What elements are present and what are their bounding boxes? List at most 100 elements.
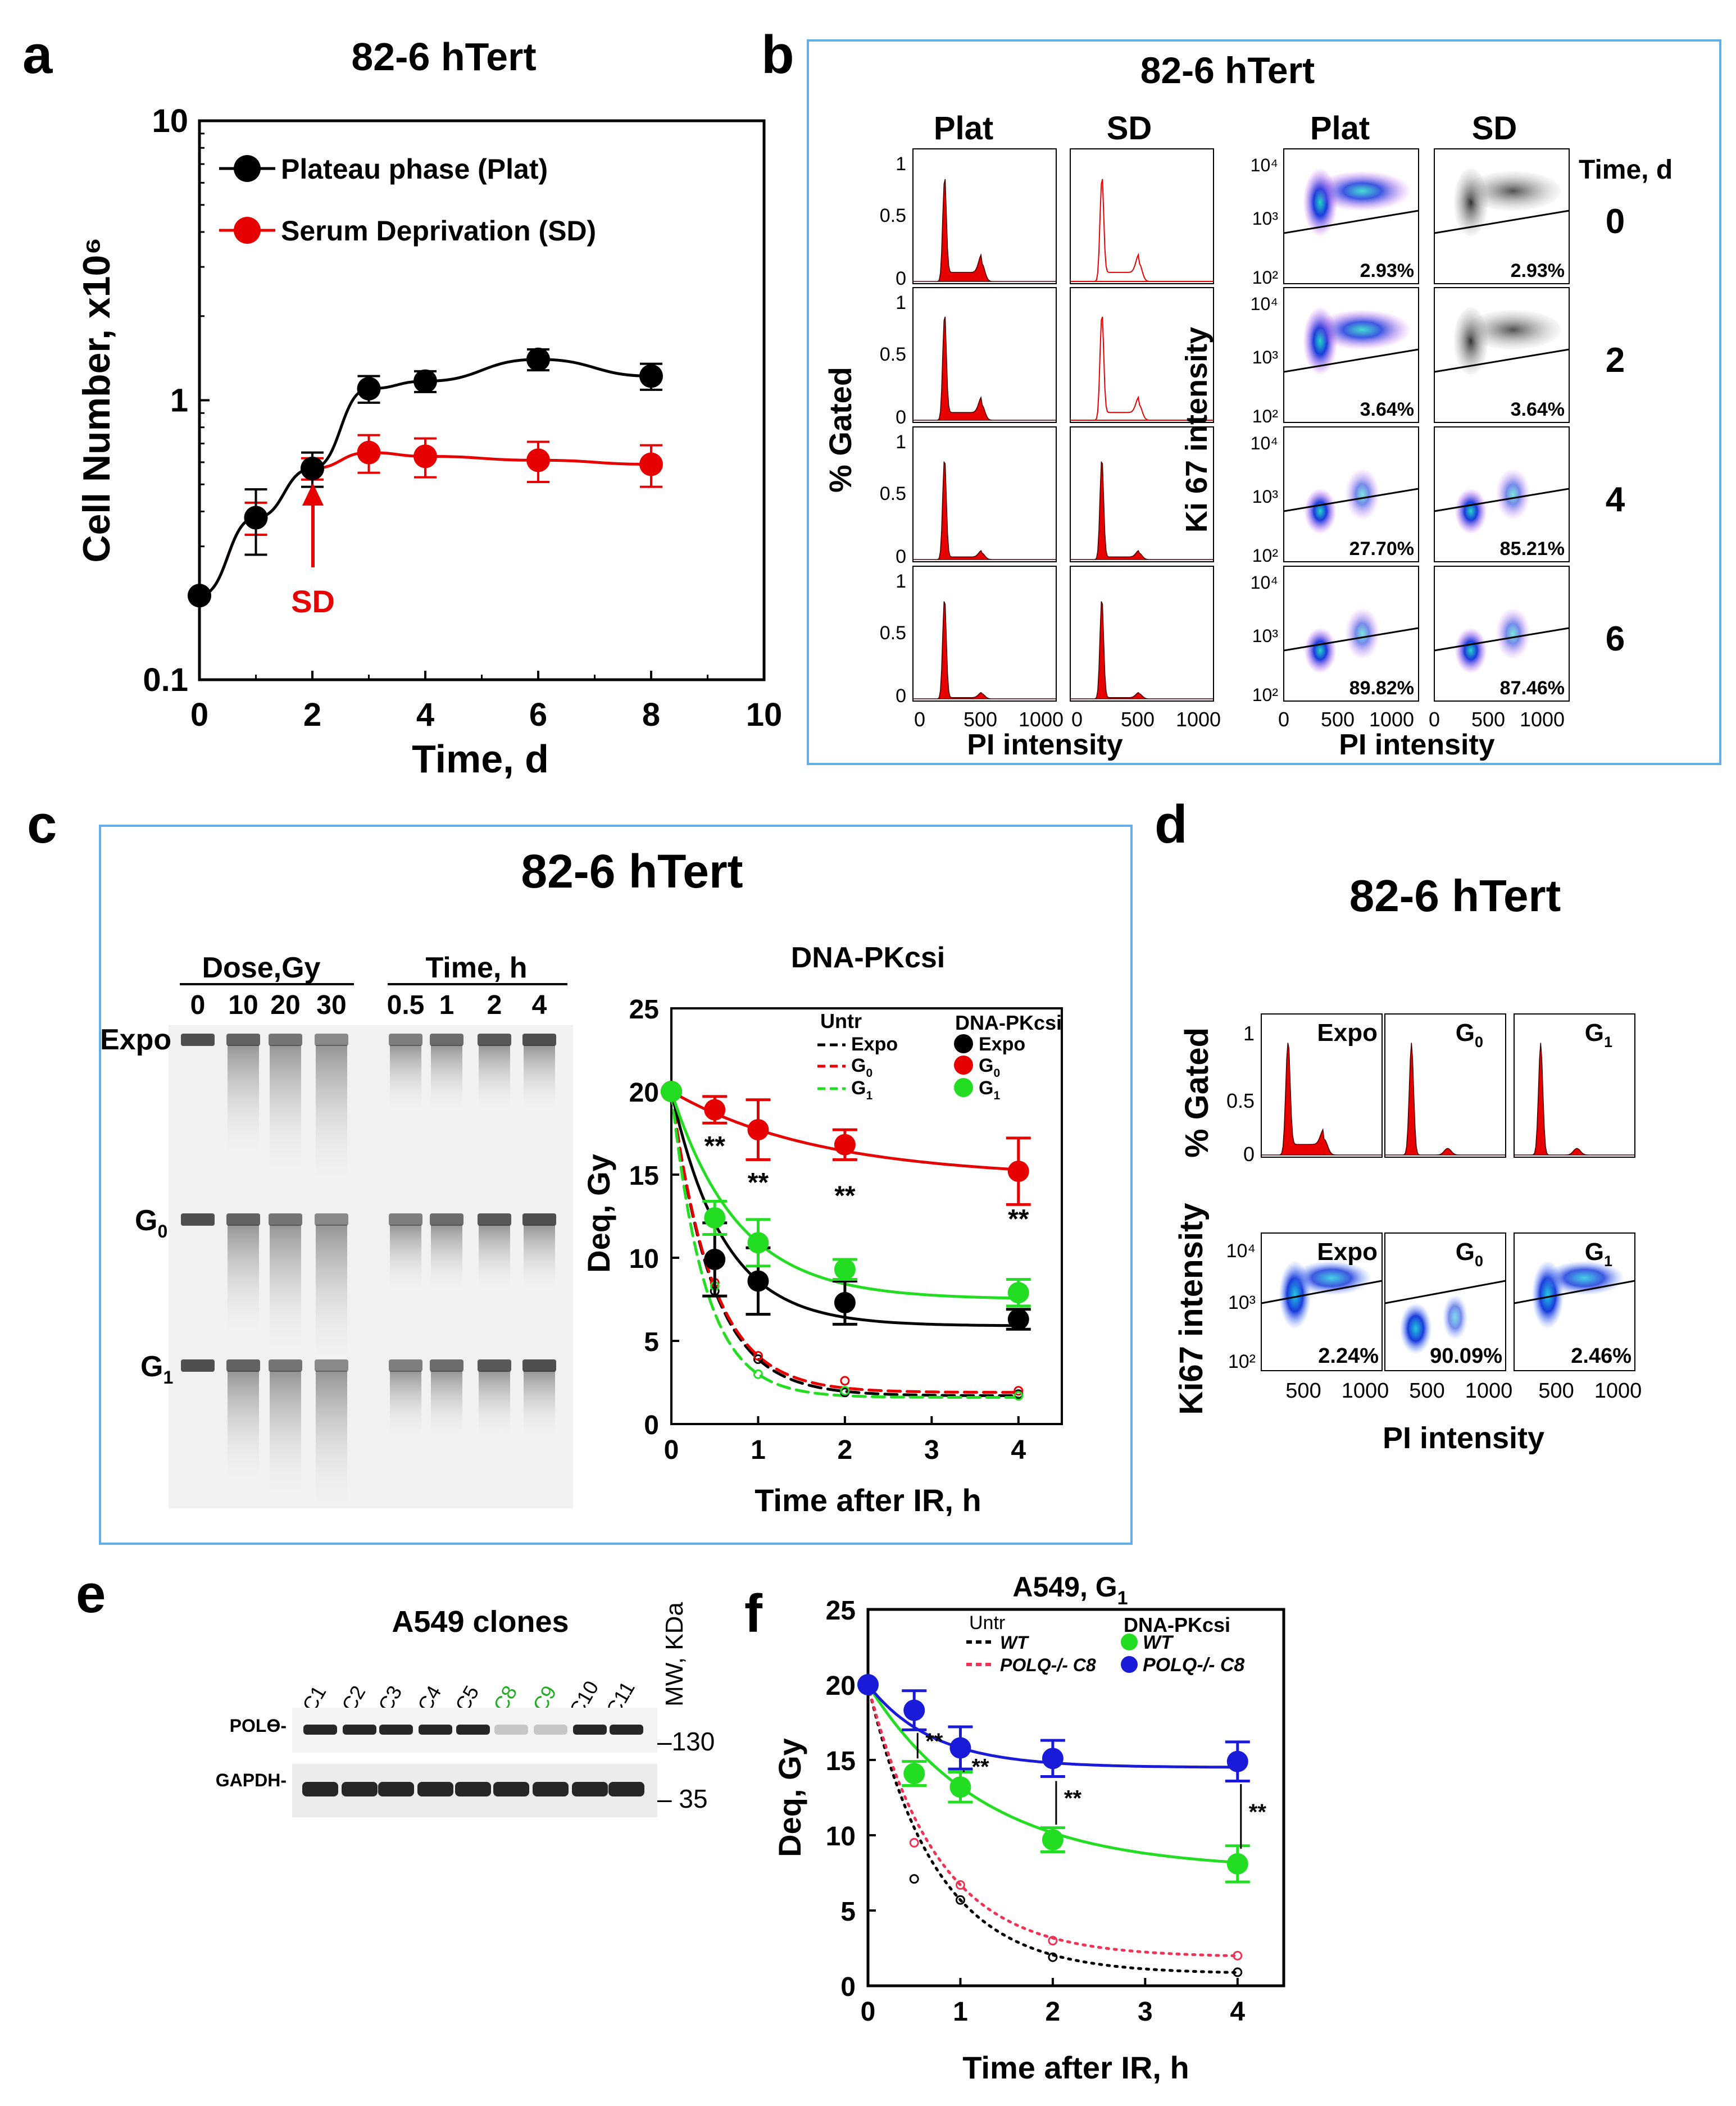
band-gapdh: GAPDH- <box>216 1770 287 1790</box>
c-chart-data-point <box>704 1248 726 1270</box>
panel-c-plot: 0 1 2 3 4 0 5 10 15 20 25 ** ** ** ** <box>629 995 1031 1465</box>
gel-band <box>226 1359 260 1372</box>
a-ytick-label: 0.1 <box>143 662 188 698</box>
b-ki-plat-2-cluster <box>1346 469 1379 520</box>
gel-row-label-g0: G0 <box>135 1204 167 1241</box>
f-chart-data-point <box>949 1737 971 1759</box>
f-chart-xtick-label: 2 <box>1046 1997 1061 2027</box>
gel-row-label-g1: G1 <box>140 1350 173 1388</box>
b-ki-ytick: 10² <box>1252 406 1279 426</box>
gel-smear <box>479 1045 510 1112</box>
legend-plat-label: Plateau phase (Plat) <box>281 153 548 185</box>
gel-band <box>269 1359 302 1372</box>
a-ytick-label: 10 <box>152 103 188 139</box>
gel-smear <box>228 1225 259 1337</box>
gel-smear <box>316 1371 347 1511</box>
a-xtick-label: 2 <box>303 697 321 733</box>
c-legend-dna-marker <box>954 1034 973 1053</box>
f-chart-data-point <box>949 1776 971 1798</box>
d-hist-frame <box>1261 1013 1383 1158</box>
b-hist-plat-0-frame <box>912 148 1057 284</box>
b-ki-plat-3-percent: 89.82% <box>1349 677 1414 699</box>
a-xtick-label: 10 <box>746 697 783 733</box>
c-significance: ** <box>705 1131 726 1161</box>
gel-band <box>389 1359 422 1372</box>
b-hist-ytick: 1 <box>896 571 906 592</box>
b-ki-sd-2-percent: 85.21% <box>1500 538 1565 560</box>
a-data-point <box>639 364 663 388</box>
b-ki-sd-3-percent: 87.46% <box>1500 677 1565 699</box>
d-ki-cluster <box>1443 1295 1467 1340</box>
c-chart-xtick-label: 3 <box>924 1435 939 1465</box>
gel-dose-header: Dose,Gy <box>202 952 321 984</box>
f-legend-dna-label: WT <box>1143 1632 1174 1653</box>
a-data-point <box>526 448 550 472</box>
panel-letter-b: b <box>761 25 794 85</box>
gel-time-header: Time, h <box>425 952 527 984</box>
c-legend-dna-marker <box>954 1056 973 1075</box>
c-chart-xtick-label: 0 <box>664 1435 679 1465</box>
d-hist-ytick: 0.5 <box>1226 1089 1255 1112</box>
panel-a-axes-frame <box>198 119 766 681</box>
b-hist-sd-0-curve <box>1070 179 1214 282</box>
f-chart-fit-line <box>866 1683 1239 1958</box>
c-legend-dna-title: DNA-PKcsi <box>955 1011 1062 1034</box>
b-hist-ytick: 1 <box>896 292 906 313</box>
b-ki-plat-2-percent: 27.70% <box>1349 538 1414 560</box>
e-polq-band <box>343 1725 376 1735</box>
c-chart-data-point <box>747 1119 769 1141</box>
d-hist-curve <box>1261 1043 1382 1156</box>
c-legend-dna-label: Expo <box>979 1034 1025 1055</box>
c-chart-open-point <box>753 1351 763 1361</box>
panel-d-ylabel-top: % Gated <box>1179 1027 1215 1158</box>
panel-c-axes-frame <box>670 1007 1063 1425</box>
f-legend-dna-marker <box>1121 1656 1138 1673</box>
gel-smear <box>228 1371 259 1483</box>
b-hist-xtick: 1000 <box>1176 708 1221 731</box>
b-ki-plat-0-gate-line <box>1283 210 1419 234</box>
panel-letter-e: e <box>76 1564 106 1624</box>
gel-band <box>430 1359 463 1372</box>
panel-a-ylabel: Cell Number, x10⁶ <box>75 237 118 562</box>
gel-smear <box>479 1225 510 1292</box>
c-legend-untr-label: G0 <box>851 1055 872 1080</box>
panel-letter-d: d <box>1155 794 1188 854</box>
gel-smear <box>270 1371 301 1500</box>
gel-smear <box>316 1225 347 1365</box>
b-hist-ytick: 0.5 <box>880 205 906 226</box>
b-ki-plat-1-cluster <box>1315 310 1410 349</box>
time-header: Time, d <box>1579 155 1673 185</box>
gel-band <box>389 1213 422 1226</box>
a-data-point <box>526 347 550 371</box>
panel-b: b 82-6 hTert Plat SD Plat SD Time, d 2.9… <box>761 25 1721 765</box>
d-ki-ytick: 10⁴ <box>1226 1240 1256 1262</box>
gel-band <box>478 1034 511 1046</box>
gel-row-label-expo: Expo <box>100 1024 171 1056</box>
panel-c-border <box>99 825 1133 1545</box>
sd-arrow-head <box>302 483 324 506</box>
c-chart-data-point <box>704 1099 726 1121</box>
sd-annotation: SD <box>291 584 335 619</box>
e-gapdh-band <box>378 1782 414 1796</box>
gel-lane-label: 10 <box>228 990 258 1020</box>
gel-smear <box>431 1371 462 1438</box>
b-hist-ytick: 0.5 <box>880 622 906 644</box>
ki-col-sd: SD <box>1472 110 1517 147</box>
d-hist-label-expo: Expo <box>1317 1019 1378 1047</box>
c-chart-xtick-label: 1 <box>751 1435 766 1465</box>
f-legend-dna-label: POLQ-/- C8 <box>1143 1654 1244 1676</box>
d-ki-label-g: G1 <box>1585 1238 1612 1270</box>
c-chart-open-point <box>1014 1391 1024 1401</box>
b-ki-plat-3-frame <box>1283 566 1419 702</box>
gel-band <box>478 1359 511 1372</box>
b-time-label: 6 <box>1606 620 1625 658</box>
a-data-point <box>301 456 324 480</box>
gel-band <box>315 1359 348 1372</box>
b-time-label: 2 <box>1606 341 1625 380</box>
panel-f-ylabel: Deq, Gy <box>772 1738 807 1857</box>
panel-c-ylabel: Deq, Gy <box>581 1154 616 1273</box>
gel-lane-label: 4 <box>532 990 547 1020</box>
b-hist-xtick: 500 <box>1121 708 1155 731</box>
d-ki-label-expo: Expo <box>1317 1238 1378 1266</box>
